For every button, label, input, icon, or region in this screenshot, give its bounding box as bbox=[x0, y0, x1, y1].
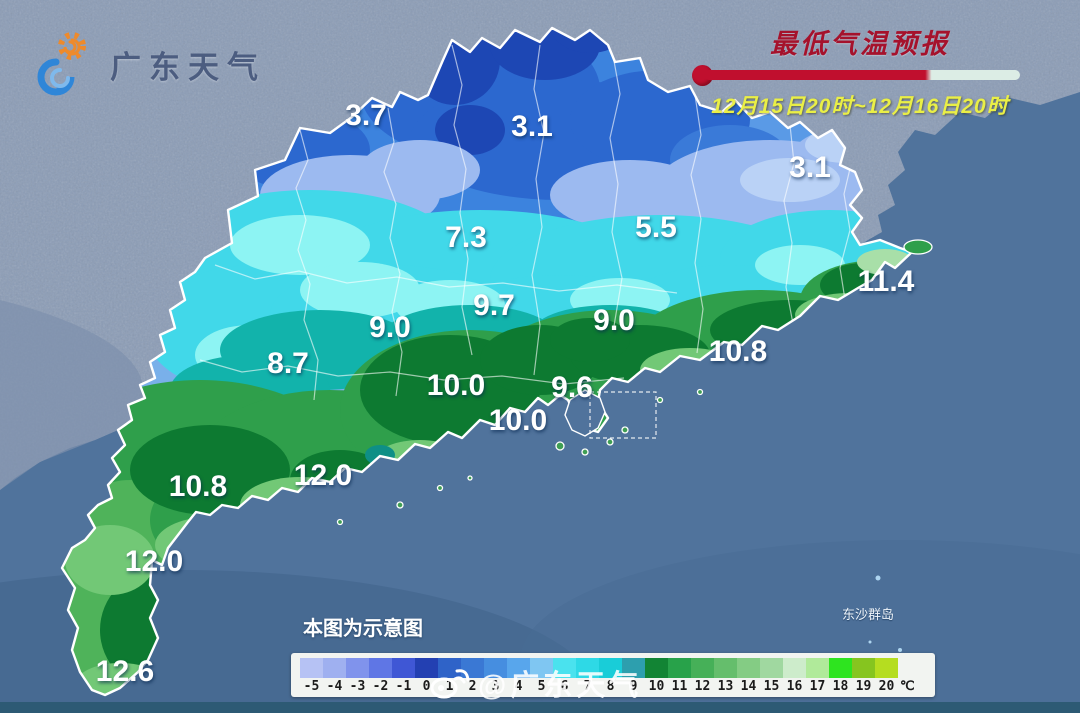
map-disclaimer-note: 本图为示意图 bbox=[303, 618, 423, 640]
legend-stop: 10 bbox=[645, 658, 668, 694]
legend-swatch bbox=[829, 658, 852, 678]
legend-label: 9 bbox=[629, 679, 638, 694]
legend-swatch bbox=[369, 658, 392, 678]
legend-label: 14 bbox=[740, 679, 757, 694]
legend-label: 7 bbox=[583, 679, 592, 694]
legend-stop: -5 bbox=[300, 658, 323, 694]
legend-stop: 5 bbox=[530, 658, 553, 694]
station-logo: 广东天气 bbox=[26, 28, 266, 100]
legend-label: 4 bbox=[514, 679, 523, 694]
legend-stop: 20 bbox=[875, 658, 898, 694]
legend-swatch bbox=[737, 658, 760, 678]
legend-stop: 4 bbox=[507, 658, 530, 694]
legend-label: 6 bbox=[560, 679, 569, 694]
forecast-date-range: 12月15日20时~12月16日20时 bbox=[711, 95, 1009, 118]
legend-swatch bbox=[530, 658, 553, 678]
neighbour-land bbox=[0, 0, 1080, 490]
legend-label: -4 bbox=[326, 679, 343, 694]
dongsha-islands-label: 东沙群岛 bbox=[842, 607, 895, 622]
legend-label: 5 bbox=[537, 679, 546, 694]
legend-swatch bbox=[875, 658, 898, 678]
thermometer-bar bbox=[704, 70, 1020, 80]
legend-swatch bbox=[714, 658, 737, 678]
legend-label: -5 bbox=[303, 679, 320, 694]
temperature-legend: -5 -4 -3 -2 -1 0 1 2 3 4 5 6 7 8 9 10 11 12 13 14 15 16 17 18 19… bbox=[291, 653, 935, 697]
legend-label: -1 bbox=[395, 679, 412, 694]
legend-swatch bbox=[484, 658, 507, 678]
city-boundaries bbox=[199, 44, 853, 401]
legend-stop: 17 bbox=[806, 658, 829, 694]
legend-label: 16 bbox=[786, 679, 803, 694]
legend-swatch bbox=[438, 658, 461, 678]
legend-label: 13 bbox=[717, 679, 734, 694]
legend-label: 18 bbox=[832, 679, 849, 694]
legend-stop: 3 bbox=[484, 658, 507, 694]
thermometer-graphic bbox=[690, 65, 1030, 86]
legend-swatch bbox=[622, 658, 645, 678]
legend-stop: 1 bbox=[438, 658, 461, 694]
legend-swatch bbox=[300, 658, 323, 678]
legend-label: 19 bbox=[855, 679, 872, 694]
legend-stop: -2 bbox=[369, 658, 392, 694]
legend-stop: 12 bbox=[691, 658, 714, 694]
legend-stop: 14 bbox=[737, 658, 760, 694]
legend-swatch bbox=[323, 658, 346, 678]
legend-stop: 7 bbox=[576, 658, 599, 694]
legend-swatch bbox=[507, 658, 530, 678]
legend-unit: ℃ bbox=[900, 679, 915, 694]
guangdong-weather-logo-icon bbox=[37, 32, 86, 96]
legend-swatch bbox=[392, 658, 415, 678]
legend-swatch bbox=[760, 658, 783, 678]
legend-stop: 11 bbox=[668, 658, 691, 694]
legend-label: 20 bbox=[878, 679, 895, 694]
legend-swatch bbox=[783, 658, 806, 678]
page-title: 最低气温预报 bbox=[770, 29, 950, 59]
legend-stop: -3 bbox=[346, 658, 369, 694]
legend-swatch bbox=[852, 658, 875, 678]
legend-stop: 0 bbox=[415, 658, 438, 694]
legend-label: -3 bbox=[349, 679, 366, 694]
legend-swatch bbox=[553, 658, 576, 678]
dongsha-islands bbox=[868, 575, 902, 652]
legend-label: 12 bbox=[694, 679, 711, 694]
legend-stop: 19 bbox=[852, 658, 875, 694]
estuary-and-islands bbox=[336, 239, 933, 652]
legend-swatch bbox=[461, 658, 484, 678]
legend-stop: 18 bbox=[829, 658, 852, 694]
legend-swatch bbox=[668, 658, 691, 678]
legend-swatch bbox=[576, 658, 599, 678]
logo-text: 广东天气 bbox=[110, 49, 266, 85]
legend-label: 1 bbox=[445, 679, 454, 694]
legend-label: -2 bbox=[372, 679, 389, 694]
legend-label: 11 bbox=[671, 679, 688, 694]
forecast-header: 最低气温预报 12月15日20时~12月16日20时 bbox=[690, 22, 1030, 120]
legend-swatch bbox=[599, 658, 622, 678]
legend-stop: 2 bbox=[461, 658, 484, 694]
legend-stop: -4 bbox=[323, 658, 346, 694]
legend-swatch bbox=[415, 658, 438, 678]
legend-stop: 8 bbox=[599, 658, 622, 694]
legend-stop: 16 bbox=[783, 658, 806, 694]
legend-stop: 9 bbox=[622, 658, 645, 694]
legend-label: 3 bbox=[491, 679, 500, 694]
legend-swatch bbox=[645, 658, 668, 678]
legend-stop: -1 bbox=[392, 658, 415, 694]
legend-stop: 15 bbox=[760, 658, 783, 694]
legend-swatch bbox=[691, 658, 714, 678]
legend-swatch bbox=[806, 658, 829, 678]
legend-swatch bbox=[346, 658, 369, 678]
legend-label: 0 bbox=[422, 679, 431, 694]
legend-label: 15 bbox=[763, 679, 780, 694]
legend-label: 10 bbox=[648, 679, 665, 694]
legend-stop: 13 bbox=[714, 658, 737, 694]
legend-label: 8 bbox=[606, 679, 615, 694]
legend-label: 17 bbox=[809, 679, 826, 694]
legend-stop: 6 bbox=[553, 658, 576, 694]
legend-label: 2 bbox=[468, 679, 477, 694]
